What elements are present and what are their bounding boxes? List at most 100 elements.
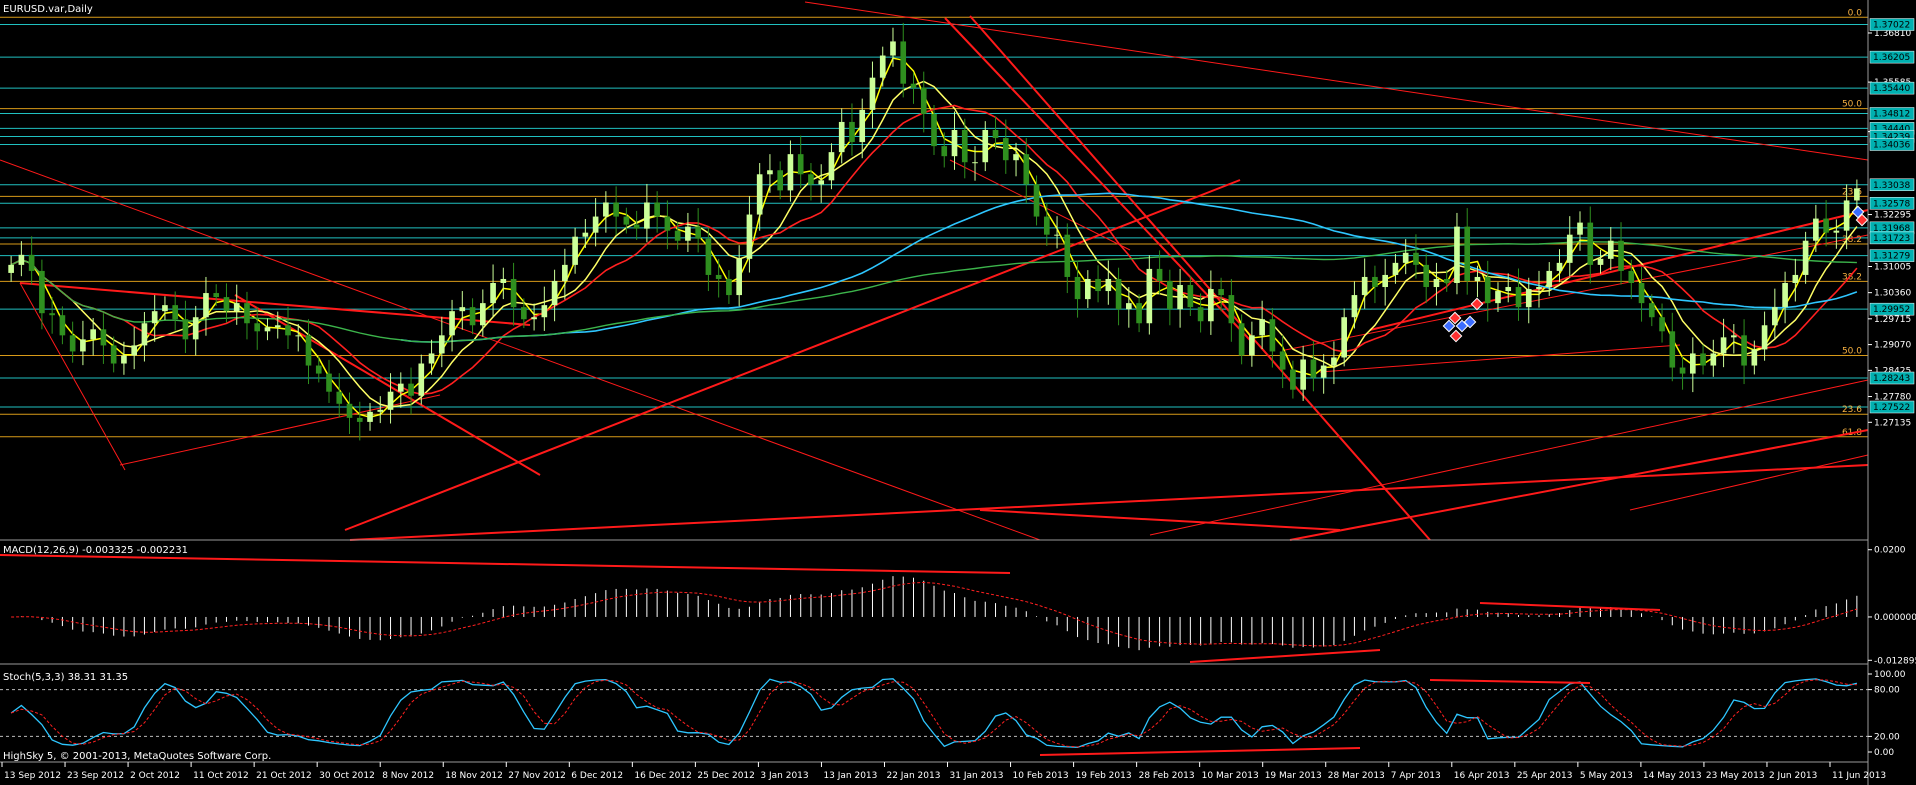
price-level-box: [1869, 18, 1915, 31]
candle-body: [818, 180, 825, 185]
price-level-box: [1869, 178, 1915, 192]
candle-body: [1228, 295, 1235, 324]
price-level-box: [1869, 400, 1915, 414]
price-level-box-label: 1.27522: [1873, 403, 1910, 413]
macd-tick-label: 0.000000: [1874, 613, 1916, 623]
candle-body: [1115, 278, 1122, 310]
candle-body: [1300, 359, 1306, 390]
candle-body: [521, 307, 527, 320]
candle-body: [121, 355, 127, 364]
candle-body: [182, 319, 189, 340]
candle-body: [1002, 138, 1009, 161]
candle-body: [1546, 270, 1553, 288]
time-tick-label: 28 Mar 2013: [1328, 771, 1385, 781]
price-levels: 0.050.023.638.238.250.023.661.8: [0, 8, 1868, 438]
candle-body: [726, 278, 732, 296]
trendline: [344, 179, 1241, 531]
candle-body: [654, 202, 660, 217]
candle-body: [828, 152, 835, 181]
candle-body: [428, 353, 435, 364]
candle-body: [1782, 282, 1788, 308]
fibonacci-label: 50.0: [1842, 346, 1862, 356]
time-tick-label: 14 May 2013: [1643, 771, 1702, 781]
moving-average-line: [400, 192, 1858, 343]
candle-body: [1402, 252, 1409, 263]
candle-body: [910, 83, 917, 88]
price-level-box: [1869, 231, 1915, 245]
time-tick-label: 10 Feb 2013: [1013, 771, 1069, 781]
candle-body: [1413, 252, 1419, 265]
candle-body: [1525, 289, 1532, 308]
candle-body: [1013, 154, 1019, 161]
candle-body: [141, 323, 148, 346]
time-tick-label: 16 Dec 2012: [634, 771, 692, 781]
candle-body: [531, 317, 537, 320]
price-level-box-label: 1.35440: [1873, 84, 1910, 94]
candle-body: [397, 383, 404, 392]
candlesticks: [8, 22, 1860, 441]
candle-body: [674, 230, 681, 241]
candle-body: [1084, 278, 1091, 300]
candle-body: [961, 130, 968, 163]
candle-body: [951, 130, 958, 157]
candle-body: [1731, 335, 1737, 338]
candle-body: [1290, 369, 1296, 390]
candle-body: [1587, 222, 1594, 265]
trendline: [1629, 454, 1869, 511]
price-level-box-label: 1.34036: [1873, 140, 1910, 150]
candle-body: [1105, 278, 1112, 292]
time-tick-label: 10 Mar 2013: [1202, 771, 1259, 781]
candle-body: [151, 311, 158, 324]
price-level-box-label: 1.31968: [1873, 224, 1910, 234]
candle-body: [110, 345, 117, 364]
time-tick-label: 8 Nov 2012: [382, 771, 434, 781]
macd-trendline: [1189, 649, 1381, 663]
time-tick-label: 27 Nov 2012: [508, 771, 566, 781]
candle-body: [1689, 353, 1696, 374]
trendline: [19, 282, 531, 326]
candle-body: [1064, 234, 1071, 277]
candle-body: [623, 216, 630, 225]
candle-body: [356, 417, 363, 422]
trendlines: [0, 1, 1869, 541]
candle-body: [1843, 200, 1850, 231]
candle-body: [1556, 262, 1563, 271]
candle-body: [797, 154, 804, 175]
price-level-box-label: 1.36205: [1873, 53, 1910, 63]
time-tick-label: 25 Apr 2013: [1517, 771, 1573, 781]
time-tick-label: 3 Jan 2013: [760, 771, 808, 781]
candle-body: [1577, 222, 1583, 235]
candle-body: [562, 264, 568, 281]
trendline: [969, 15, 1431, 541]
candle-body: [941, 146, 948, 157]
time-tick-label: 16 Apr 2013: [1454, 771, 1510, 781]
candle-body: [1320, 365, 1327, 378]
candle-body: [1187, 285, 1194, 308]
candle-body: [1136, 303, 1142, 324]
time-tick-label: 19 Feb 2013: [1076, 771, 1132, 781]
candle-body: [1279, 351, 1286, 370]
candle-body: [1177, 285, 1183, 310]
price-tick-label: 1.27780: [1874, 393, 1911, 403]
candle-body: [387, 391, 394, 410]
stoch-trendline: [1429, 679, 1591, 684]
candle-body: [1700, 353, 1706, 366]
price-tick-label: 1.30360: [1874, 289, 1911, 299]
candle-body: [244, 303, 250, 324]
candle-body: [1269, 319, 1276, 352]
candle-body: [890, 41, 896, 56]
candle-body: [459, 307, 466, 312]
candle-body: [900, 41, 907, 84]
time-tick-label: 21 Oct 2012: [256, 771, 312, 781]
candle-body: [162, 305, 168, 312]
candle-body: [1741, 335, 1747, 366]
price-level-box-label: 1.37022: [1873, 21, 1910, 31]
candle-body: [346, 403, 353, 418]
price-level-box-label: 1.29952: [1873, 305, 1910, 315]
trendline: [949, 159, 1131, 251]
candle-body: [1761, 325, 1768, 350]
candle-body: [1813, 218, 1819, 241]
trendline: [0, 159, 1041, 541]
